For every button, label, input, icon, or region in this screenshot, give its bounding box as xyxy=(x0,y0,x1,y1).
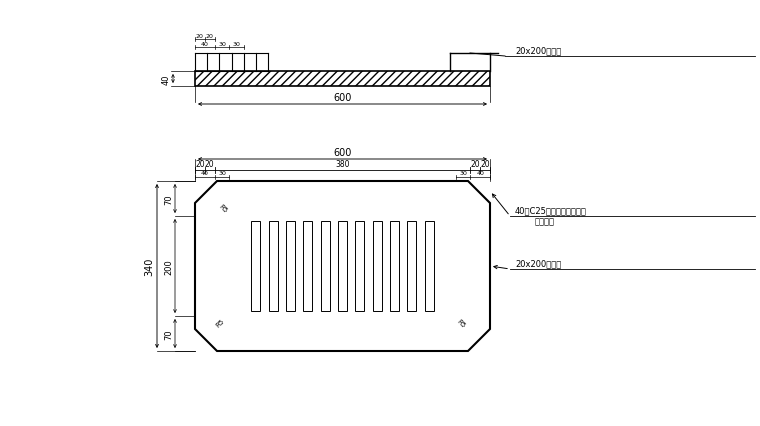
Bar xyxy=(390,222,399,311)
Polygon shape xyxy=(195,181,490,351)
Text: 20: 20 xyxy=(205,160,214,169)
Text: 40厚C25钢筋混凝土沟盖板: 40厚C25钢筋混凝土沟盖板 xyxy=(515,205,587,215)
Text: R5: R5 xyxy=(456,317,467,328)
Bar xyxy=(372,222,382,311)
Bar xyxy=(321,222,330,311)
Bar xyxy=(407,222,416,311)
Text: （预制）: （预制） xyxy=(535,216,555,225)
Bar xyxy=(252,222,261,311)
Bar xyxy=(195,72,490,87)
Text: 340: 340 xyxy=(144,257,154,276)
Text: 40: 40 xyxy=(201,42,209,47)
Text: 70: 70 xyxy=(164,194,173,204)
Text: R5: R5 xyxy=(218,202,229,213)
Text: 20: 20 xyxy=(196,34,204,39)
Text: 70: 70 xyxy=(164,328,173,339)
Text: 600: 600 xyxy=(334,148,352,158)
Bar xyxy=(356,222,364,311)
Text: 600: 600 xyxy=(334,93,352,103)
Bar xyxy=(269,222,277,311)
Text: 20: 20 xyxy=(470,160,480,169)
Text: 380: 380 xyxy=(335,160,350,169)
Bar xyxy=(425,222,434,311)
Bar xyxy=(303,222,312,311)
Text: 20x200漏水孔: 20x200漏水孔 xyxy=(515,46,561,55)
Text: R5: R5 xyxy=(215,317,226,328)
Bar xyxy=(286,222,295,311)
Text: 20: 20 xyxy=(195,160,204,169)
Text: 40: 40 xyxy=(477,171,484,176)
Text: 40: 40 xyxy=(162,74,171,84)
Text: 200: 200 xyxy=(164,259,173,274)
Text: 20: 20 xyxy=(480,160,490,169)
Bar xyxy=(338,222,347,311)
Text: 30: 30 xyxy=(459,171,467,176)
Bar xyxy=(195,72,490,87)
Text: 20: 20 xyxy=(206,34,214,39)
Text: 20x200漏水孔: 20x200漏水孔 xyxy=(515,259,561,268)
Text: 30: 30 xyxy=(218,42,226,47)
Text: 30: 30 xyxy=(218,171,226,176)
Text: 30: 30 xyxy=(233,42,241,47)
Text: 40: 40 xyxy=(201,171,209,176)
